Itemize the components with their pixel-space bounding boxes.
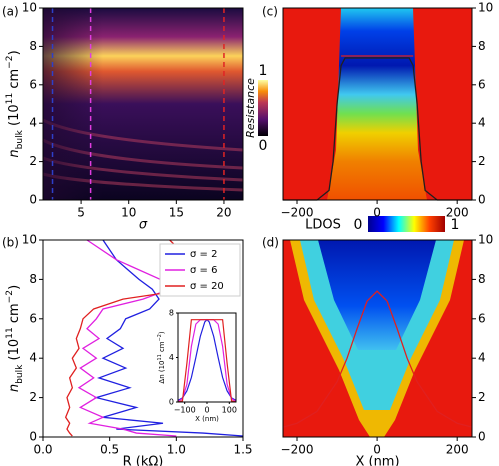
- colorbar-label: Resistance: [244, 78, 257, 138]
- y-axis-label: nbulk (1011 cm−2): [5, 285, 25, 392]
- y-tick-label: 4: [478, 116, 486, 130]
- y-label-part: ): [7, 285, 22, 290]
- y-axis-label: Δn (1011 cm−2): [157, 331, 167, 383]
- y-label-part: −2: [5, 290, 15, 303]
- x-axis-label: R (kΩ): [123, 455, 164, 466]
- x-tick-label: 200: [446, 206, 469, 220]
- y-tick-label: 10: [22, 233, 37, 247]
- y-tick-label: 8: [29, 272, 37, 286]
- y-tick-label: 6: [29, 77, 37, 91]
- x-tick-label: 0.0: [33, 443, 52, 457]
- series-line: [283, 57, 472, 201]
- y-label-part: ): [7, 50, 22, 55]
- y-tick-label: 4: [169, 353, 174, 362]
- y-tick-label: 10: [22, 1, 37, 15]
- y-label-part: cm: [7, 69, 22, 93]
- y-tick-label: 6: [478, 311, 486, 325]
- x-tick-label: 20: [216, 206, 231, 220]
- x-tick-label: 200: [446, 443, 469, 457]
- x-tick-label: 0: [373, 206, 381, 220]
- x-axis-label: σ: [139, 218, 148, 233]
- y-tick-label: 2: [29, 390, 37, 404]
- y-label-part: (10: [7, 339, 22, 365]
- x-tick-label: 10: [121, 206, 136, 220]
- x-tick-label: −200: [281, 206, 314, 220]
- legend-label: σ = 2: [190, 249, 217, 260]
- y-label-part: cm: [158, 341, 166, 354]
- y-tick-label: 8: [478, 272, 486, 286]
- y-label-part: (10: [7, 104, 22, 130]
- series-line: [93, 239, 244, 437]
- x-tick-label: −100: [174, 406, 196, 415]
- y-tick-label: 4: [29, 116, 37, 130]
- x-tick-label: 0: [204, 406, 209, 415]
- legend-label: σ = 6: [190, 265, 217, 276]
- y-tick-label: 2: [29, 154, 37, 168]
- y-tick-label: 0: [478, 430, 486, 444]
- y-tick-label: 8: [169, 309, 174, 318]
- y-label-part: Δn (10: [158, 361, 166, 384]
- y-tick-label: 2: [478, 390, 486, 404]
- panel-label: (a): [2, 5, 19, 19]
- x-tick-label: 100: [222, 406, 237, 415]
- y-tick-label: 0: [29, 193, 37, 207]
- y-tick-label: 10: [478, 233, 493, 247]
- inset-bg: [178, 313, 236, 402]
- heatmap-c: [283, 8, 472, 232]
- x-tick-label: 0: [373, 443, 381, 457]
- colorbar-tick: 0: [259, 138, 268, 154]
- y-label-part: ): [158, 331, 166, 334]
- y-tick-label: 10: [478, 1, 493, 15]
- colorbar-tick: 1: [451, 217, 460, 233]
- y-label-part: 11: [157, 354, 163, 360]
- y-label-part: −2: [157, 334, 163, 341]
- x-tick-label: 0.5: [100, 443, 119, 457]
- y-axis-label: nbulk (1011 cm−2): [5, 50, 25, 157]
- colorbar-label: LDOS: [305, 218, 341, 233]
- heatmap-a: [42, 8, 268, 200]
- series-line: [282, 290, 473, 428]
- x-tick-label: 1.0: [167, 443, 186, 457]
- plot-frame: [42, 239, 244, 438]
- colorbar-tick: 1: [259, 63, 268, 79]
- y-label-part: 11: [5, 327, 15, 339]
- y-label-part: bulk: [15, 129, 25, 149]
- y-label-part: 11: [5, 93, 15, 105]
- x-axis-label: X (nm): [355, 455, 399, 466]
- y-tick-label: 0: [29, 430, 37, 444]
- x-tick-label: 5: [77, 206, 85, 220]
- y-tick-label: 8: [478, 39, 486, 53]
- y-label-part: bulk: [15, 364, 25, 384]
- y-tick-label: 8: [29, 39, 37, 53]
- x-axis-label: X (nm): [195, 415, 219, 423]
- series-line: [177, 319, 237, 403]
- panel-label: (b): [2, 236, 19, 250]
- y-label-part: n: [7, 384, 22, 392]
- plot-frame: [42, 7, 244, 201]
- y-label-part: n: [7, 149, 22, 157]
- y-tick-label: 2: [478, 154, 486, 168]
- x-tick-label: 15: [169, 206, 184, 220]
- legend-label: σ = 20: [190, 281, 224, 292]
- panel-label: (d): [262, 236, 279, 250]
- y-tick-label: 4: [29, 351, 37, 365]
- panel-label: (c): [262, 5, 278, 19]
- y-tick-label: 6: [478, 77, 486, 91]
- y-tick-label: 0: [478, 193, 486, 207]
- y-tick-label: 0: [169, 398, 174, 407]
- colorbar-tick: 0: [354, 217, 363, 233]
- x-tick-label: −200: [281, 443, 314, 457]
- y-tick-label: 6: [29, 311, 37, 325]
- y-tick-label: 4: [478, 351, 486, 365]
- x-tick-label: 1.5: [233, 443, 252, 457]
- heatmap-d: [283, 240, 472, 437]
- y-label-part: cm: [7, 303, 22, 327]
- y-label-part: −2: [5, 55, 15, 68]
